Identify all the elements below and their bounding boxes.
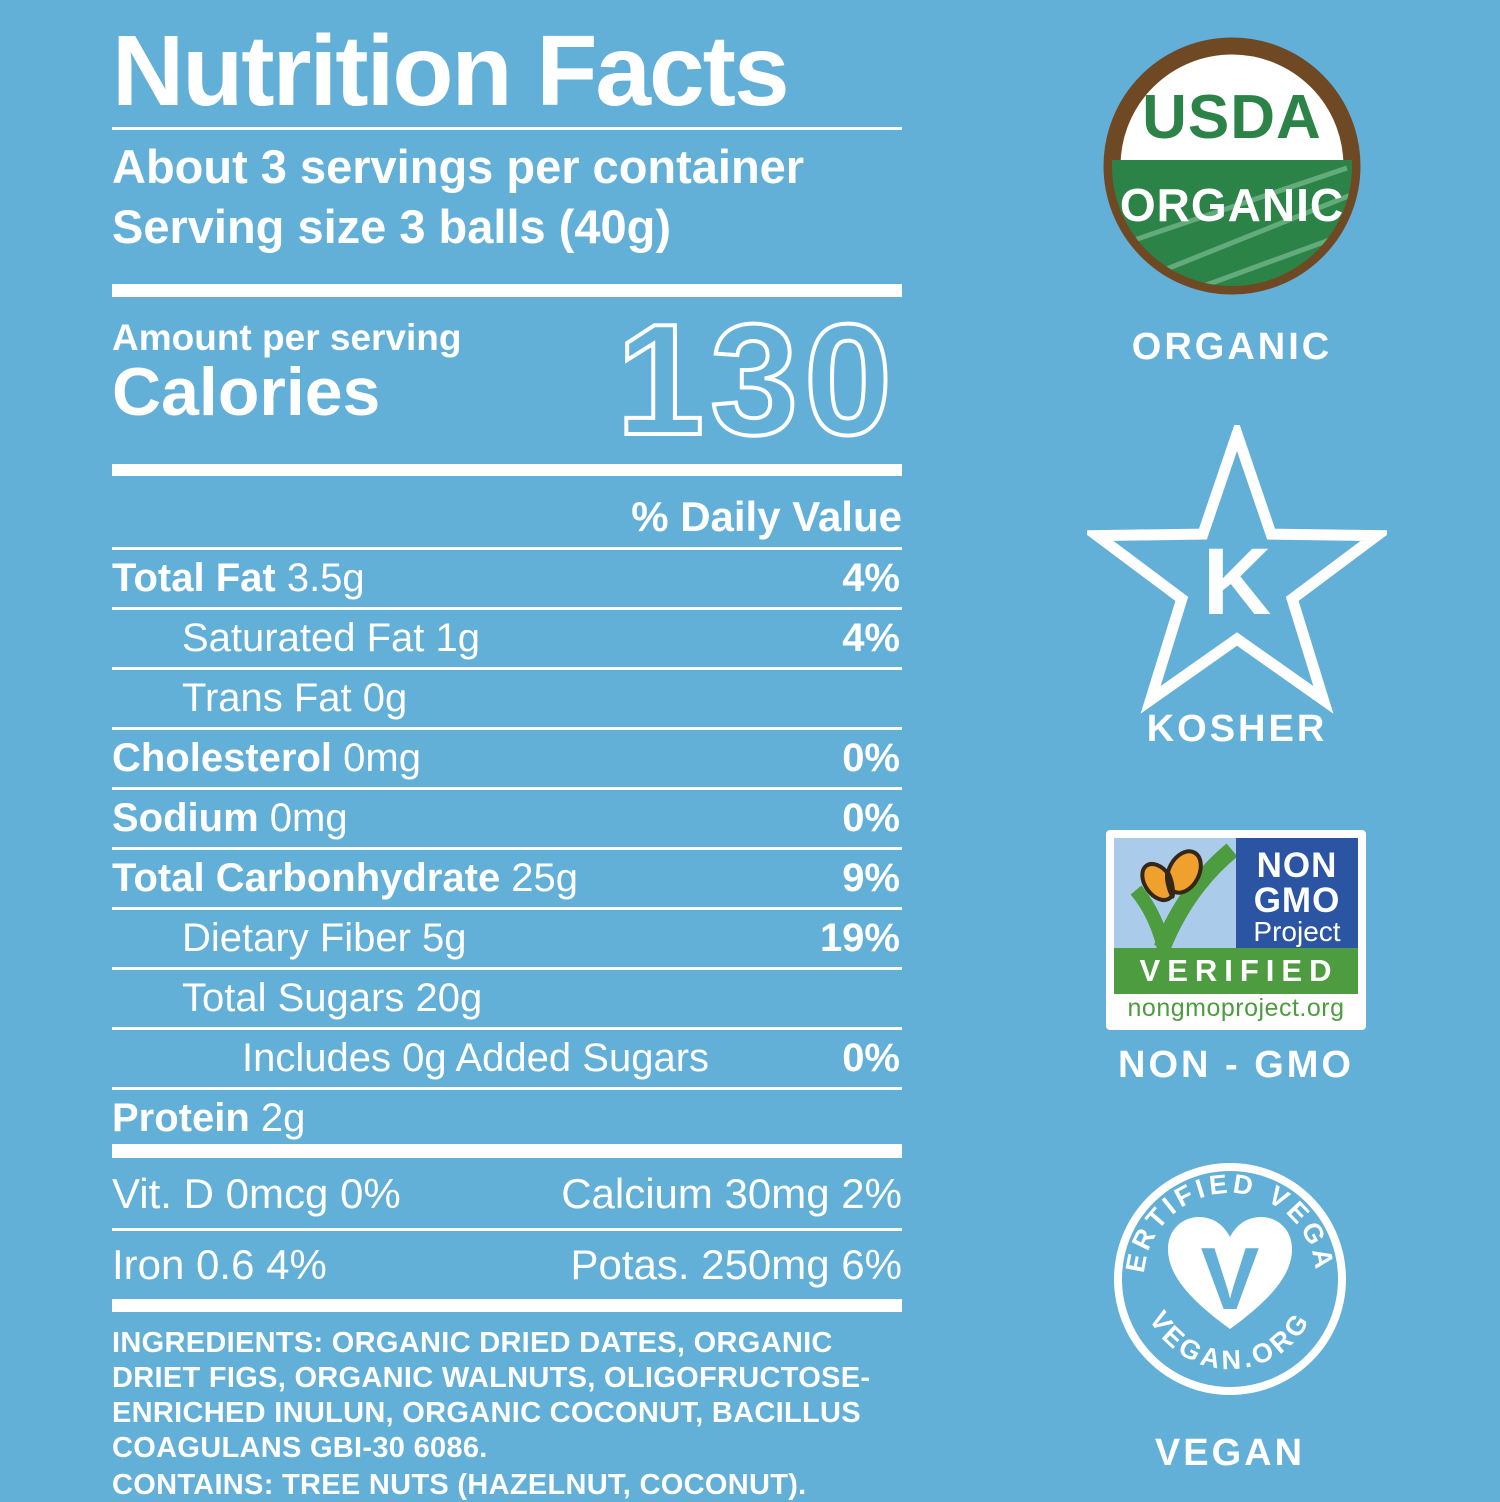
thick-bar [112, 284, 902, 297]
usda-seal-bottom-text: ORGANIC [1120, 179, 1344, 231]
panel-title: Nutrition Facts [112, 15, 790, 127]
nongmo-line2: GMO [1254, 881, 1341, 920]
nutrient-name: Sodium 0mg [112, 796, 348, 840]
nongmo-verified-seal: NON GMO Project VERIFIED nongmoproject.o… [1106, 830, 1366, 1030]
vegan-v-letter: V [1201, 1229, 1260, 1328]
nutrient-row: Includes 0g Added Sugars 0% [112, 1027, 902, 1087]
kosher-badge-label: KOSHER [1146, 708, 1328, 750]
usda-seal-top-text: USDA [1142, 83, 1322, 152]
vegan-seal-ring [1114, 1163, 1346, 1395]
micronutrient-left: Vit. D 0mcg 0% [112, 1170, 401, 1217]
usda-organic-seal: USDA ORGANIC [1103, 37, 1361, 295]
nutrient-row: Trans Fat 0g [112, 667, 902, 727]
nutrition-facts-panel: Nutrition Facts About 3 servings per con… [112, 0, 902, 1501]
servings-per-container: About 3 servings per container [112, 140, 805, 193]
ingredients-text: INGREDIENTS: ORGANIC DRIED DATES, ORGANI… [112, 1327, 871, 1464]
daily-value-percent: 9% [842, 856, 900, 900]
thick-bar [112, 1299, 902, 1312]
nutrient-row: Total Fat 3.5g 4% [112, 547, 902, 607]
nutrient-name: Saturated Fat 1g [182, 616, 480, 660]
vegan-heart-icon [1168, 1217, 1292, 1329]
nongmo-check-grass [1130, 843, 1238, 952]
daily-value-percent: 19% [819, 916, 900, 960]
certified-vegan-seal: CERTIFIED VEGAN VEGAN.ORG V [1110, 1159, 1346, 1395]
daily-value-percent: 0% [842, 1036, 900, 1080]
micronutrient-right: Calcium 30mg 2% [561, 1170, 902, 1217]
calories-value-graphic: 130 [614, 306, 898, 451]
nongmo-badge-label: NON - GMO [1118, 1044, 1354, 1086]
nutrient-row: Total Sugars 20g [112, 967, 902, 1027]
serving-size: Serving size 3 balls (40g) [112, 200, 671, 253]
nutrient-name: Total Fat 3.5g [112, 556, 365, 600]
nutrient-name: Total Sugars 20g [182, 976, 483, 1020]
organic-badge-label: ORGANIC [1131, 326, 1333, 368]
nutrient-name: Protein 2g [112, 1096, 306, 1140]
kosher-k-letter: K [1203, 529, 1272, 635]
medium-bar [112, 464, 902, 476]
nutrient-row: Saturated Fat 1g 4% [112, 607, 902, 667]
micronutrient-row: Vit. D 0mcg 0% Calcium 30mg 2% [112, 1160, 902, 1231]
butterfly-icon [1140, 849, 1203, 903]
nutrient-name: Cholesterol 0mg [112, 736, 421, 780]
nutrient-name: Dietary Fiber 5g [182, 916, 467, 960]
daily-value-header: % Daily Value [631, 493, 902, 540]
title-rule [112, 127, 902, 130]
micronutrient-right: Potas. 250mg 6% [570, 1241, 902, 1288]
nutrient-row: Dietary Fiber 5g 19% [112, 907, 902, 967]
micronutrient-row: Iron 0.6 4% Potas. 250mg 6% [112, 1231, 902, 1299]
nutrient-rows: Total Fat 3.5g 4% Saturated Fat 1g 4% Trans … [112, 547, 902, 1147]
nutrient-row: Protein 2g [112, 1087, 902, 1147]
kosher-star-outline [1087, 425, 1387, 714]
amount-per-serving-label: Amount per serving [112, 317, 462, 358]
daily-value-percent: 0% [842, 736, 900, 780]
nongmo-line1: NON [1257, 846, 1338, 885]
daily-value-percent: 4% [842, 556, 900, 600]
micronutrient-rows: Vit. D 0mcg 0% Calcium 30mg 2% Iron 0.6 4%… [112, 1160, 902, 1299]
nutrient-name: Includes 0g Added Sugars [242, 1036, 710, 1080]
nongmo-verified-band [1114, 948, 1358, 994]
calories-value: 130 [616, 306, 898, 451]
calories-label: Calories [112, 354, 381, 430]
contains-text: CONTAINS: TREE NUTS (HAZELNUT, COCONUT). [112, 1469, 807, 1501]
nongmo-line3: Project [1253, 916, 1340, 947]
micronutrient-left: Iron 0.6 4% [112, 1241, 327, 1288]
nutrient-row: Sodium 0mg 0% [112, 787, 902, 847]
nutrient-name: Total Carbonhydrate 25g [112, 856, 579, 900]
nutrient-row: Total Carbonhydrate 25g 9% [112, 847, 902, 907]
thick-bar [112, 1144, 902, 1158]
nutrient-name: Trans Fat 0g [182, 676, 408, 720]
nongmo-url-text: nongmoproject.org [1128, 994, 1345, 1022]
kosher-star-icon: K [1087, 425, 1387, 714]
daily-value-percent: 0% [842, 796, 900, 840]
daily-value-percent: 4% [842, 616, 900, 660]
nongmo-title-block [1236, 838, 1358, 948]
nutrient-row: Cholesterol 0mg 0% [112, 727, 902, 787]
vegan-badge-label: VEGAN [1154, 1432, 1306, 1474]
nongmo-verified-text: VERIFIED [1140, 953, 1339, 988]
